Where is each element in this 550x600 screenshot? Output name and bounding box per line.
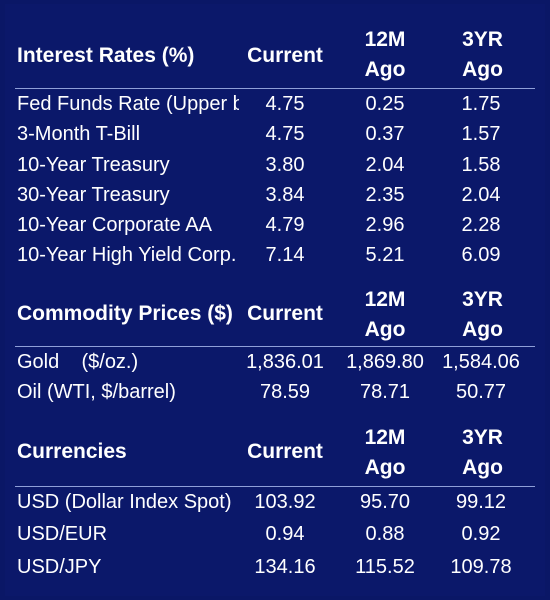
column-header-3yr: 3YR bbox=[462, 288, 503, 311]
table-row: Oil (WTI, $/barrel) 78.59 78.71 50.77 bbox=[5, 378, 545, 407]
value-3yr-ago: 1.58 bbox=[461, 154, 501, 176]
header-divider bbox=[15, 486, 535, 487]
value-3yr-ago: 99.12 bbox=[455, 491, 507, 513]
value-3yr-ago: 1,584.06 bbox=[442, 351, 520, 373]
row-label: Oil (WTI, $/barrel) bbox=[17, 381, 176, 403]
row-label: Fed Funds Rate (Upper b bbox=[17, 93, 239, 115]
section-header-currencies: Currencies Current 12M Ago 3YR Ago bbox=[5, 412, 545, 482]
value-3yr-ago: 1.57 bbox=[461, 123, 501, 145]
header-divider bbox=[15, 346, 535, 347]
row-label: 3-Month T-Bill bbox=[17, 123, 141, 145]
value-12m-ago: 115.52 bbox=[355, 556, 415, 578]
value-12m-ago: 5.21 bbox=[365, 244, 405, 266]
row-label: 10-Year Treasury bbox=[17, 154, 170, 176]
value-12m-ago: 95.70 bbox=[359, 491, 411, 513]
column-header-12m-ago: Ago bbox=[364, 456, 406, 479]
column-header-current: Current bbox=[247, 44, 323, 67]
table-row: USD/EUR 0.94 0.88 0.92 bbox=[5, 520, 545, 549]
table-row: Fed Funds Rate (Upper b 4.75 0.25 1.75 bbox=[5, 90, 545, 119]
value-current: 3.84 bbox=[265, 184, 305, 206]
value-3yr-ago: 2.04 bbox=[461, 184, 501, 206]
value-current: 4.75 bbox=[265, 93, 305, 115]
row-label: 30-Year Treasury bbox=[17, 184, 170, 206]
section-header-commodity-prices: Commodity Prices ($) Current 12M Ago 3YR… bbox=[5, 274, 545, 344]
value-current: 1,836.01 bbox=[246, 351, 324, 373]
column-header-12m: 12M bbox=[364, 28, 406, 51]
header-divider bbox=[15, 88, 535, 89]
value-current: 3.80 bbox=[265, 154, 305, 176]
section-title: Interest Rates (%) bbox=[17, 44, 195, 67]
value-12m-ago: 0.88 bbox=[365, 523, 405, 545]
column-header-3yr: 3YR bbox=[462, 426, 503, 449]
row-label: 10-Year High Yield Corp. bbox=[17, 244, 237, 266]
row-label: USD (Dollar Index Spot) bbox=[17, 491, 232, 513]
section-header-interest-rates: Interest Rates (%) Current 12M Ago 3YR A… bbox=[5, 4, 545, 84]
row-label: USD/JPY bbox=[17, 556, 102, 578]
column-header-12m-ago: Ago bbox=[364, 318, 406, 341]
value-3yr-ago: 1.75 bbox=[461, 93, 501, 115]
value-12m-ago: 0.37 bbox=[365, 123, 405, 145]
column-header-3yr-ago: Ago bbox=[462, 58, 503, 81]
column-header-12m-ago: Ago bbox=[364, 58, 406, 81]
value-current: 0.94 bbox=[265, 523, 305, 545]
market-data-table: Interest Rates (%) Current 12M Ago 3YR A… bbox=[5, 4, 545, 596]
value-12m-ago: 2.04 bbox=[365, 154, 405, 176]
value-12m-ago: 1,869.80 bbox=[346, 351, 424, 373]
table-row: 3-Month T-Bill 4.75 0.37 1.57 bbox=[5, 120, 545, 149]
value-12m-ago: 2.96 bbox=[365, 214, 405, 236]
section-title: Commodity Prices ($) bbox=[17, 302, 233, 325]
column-header-current: Current bbox=[247, 440, 323, 463]
value-3yr-ago: 50.77 bbox=[455, 381, 507, 403]
value-3yr-ago: 2.28 bbox=[461, 214, 501, 236]
value-12m-ago: 78.71 bbox=[359, 381, 411, 403]
row-label: USD/EUR bbox=[17, 523, 108, 545]
value-3yr-ago: 6.09 bbox=[461, 244, 501, 266]
section-title: Currencies bbox=[17, 440, 127, 463]
row-label: 10-Year Corporate AA bbox=[17, 214, 212, 236]
table-row: 10-Year High Yield Corp. 7.14 5.21 6.09 bbox=[5, 241, 545, 270]
column-header-3yr: 3YR bbox=[462, 28, 503, 51]
column-header-current: Current bbox=[247, 302, 323, 325]
table-row: Gold ($/oz.) 1,836.01 1,869.80 1,584.06 bbox=[5, 348, 545, 377]
table-row: 30-Year Treasury 3.84 2.35 2.04 bbox=[5, 181, 545, 210]
value-current: 103.92 bbox=[254, 491, 316, 513]
column-header-12m: 12M bbox=[364, 288, 406, 311]
value-current: 134.16 bbox=[254, 556, 316, 578]
value-3yr-ago: 0.92 bbox=[461, 523, 501, 545]
row-label: Gold ($/oz.) bbox=[17, 351, 139, 373]
table-row: 10-Year Corporate AA 4.79 2.96 2.28 bbox=[5, 211, 545, 240]
column-header-3yr-ago: Ago bbox=[462, 318, 503, 341]
value-current: 78.59 bbox=[259, 381, 311, 403]
value-current: 4.75 bbox=[265, 123, 305, 145]
value-3yr-ago: 109.78 bbox=[450, 556, 512, 578]
column-header-12m: 12M bbox=[364, 426, 406, 449]
value-12m-ago: 0.25 bbox=[365, 93, 405, 115]
value-current: 7.14 bbox=[265, 244, 305, 266]
value-12m-ago: 2.35 bbox=[365, 184, 405, 206]
value-current: 4.79 bbox=[265, 214, 305, 236]
table-row: USD (Dollar Index Spot) 103.92 95.70 99.… bbox=[5, 488, 545, 517]
column-header-3yr-ago: Ago bbox=[462, 456, 503, 479]
table-row: USD/JPY 134.16 115.52 109.78 bbox=[5, 553, 545, 582]
table-row: 10-Year Treasury 3.80 2.04 1.58 bbox=[5, 151, 545, 180]
